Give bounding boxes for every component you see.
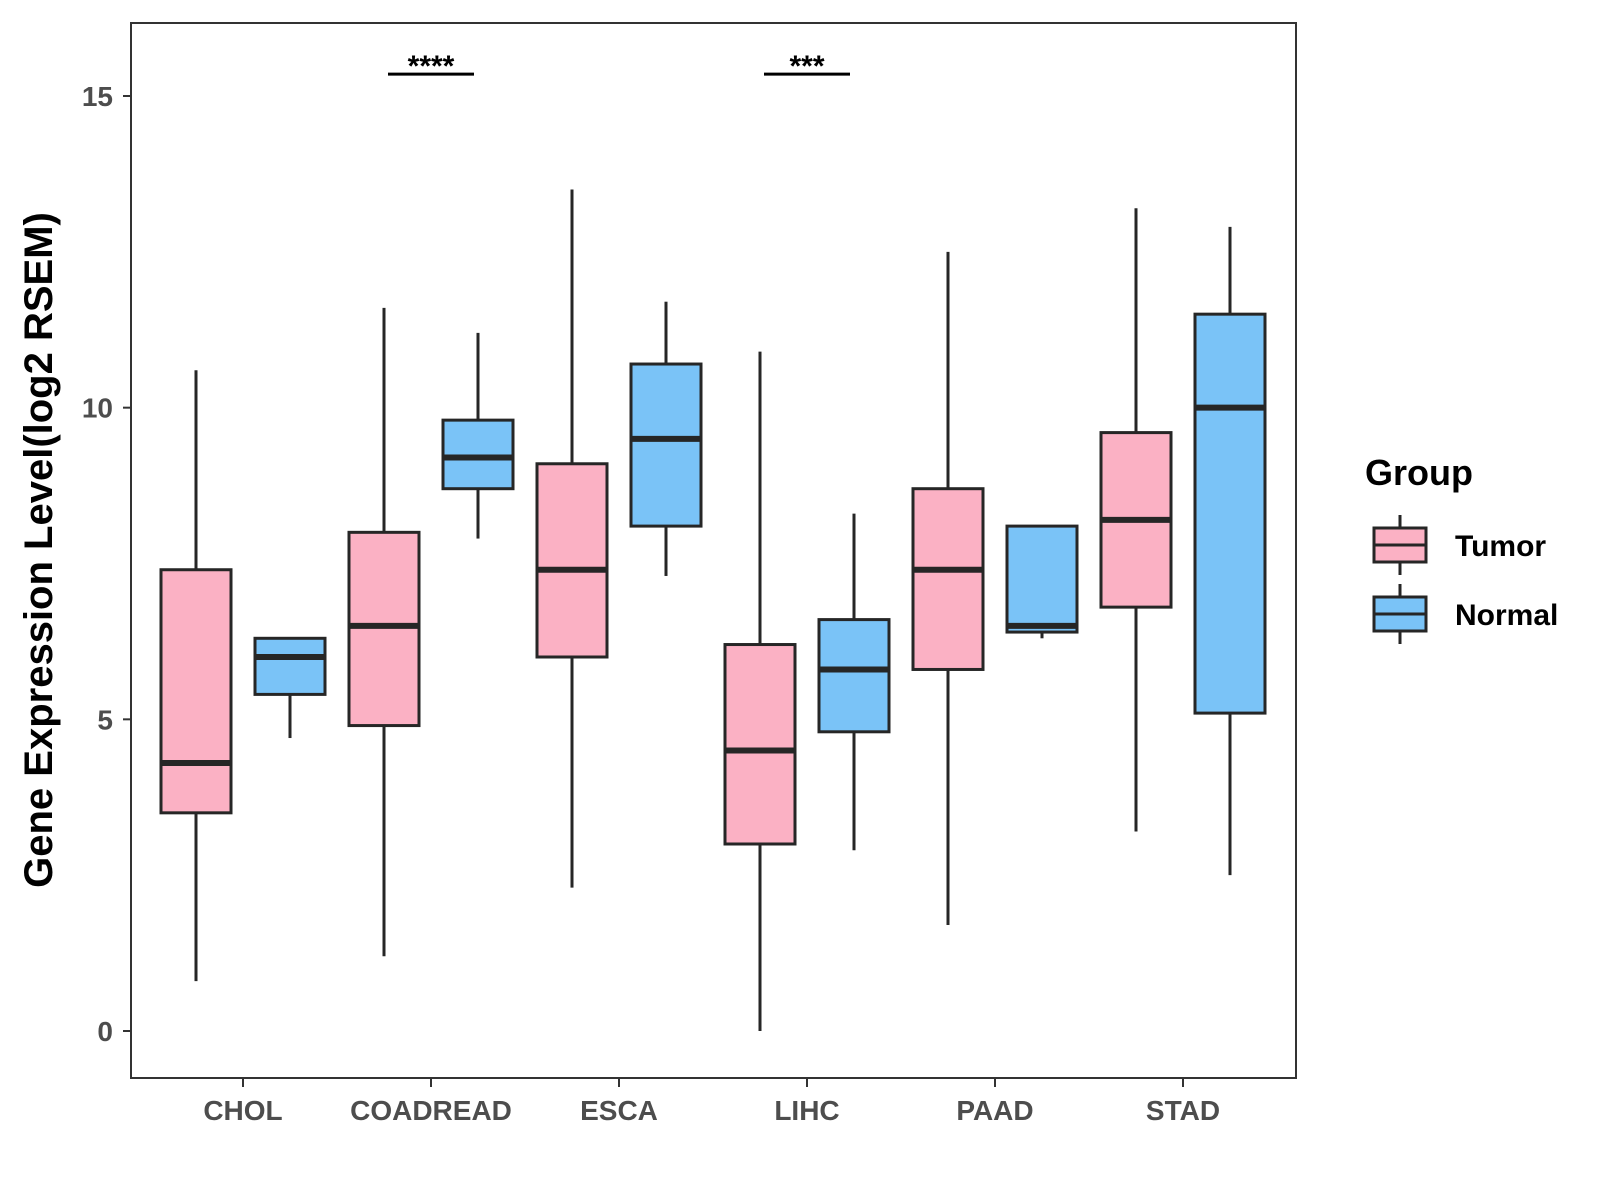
legend: Group Tumor Normal [1365,452,1558,644]
boxes-layer [159,189,1267,1031]
iqr-box-tumor-coadread [347,530,421,728]
iqr-box-normal-stad [1193,312,1267,715]
y-tick-label-0: 0 [97,1016,113,1047]
legend-title: Group [1365,452,1473,493]
x-tick-label-stad: STAD [1146,1095,1220,1126]
x-tick-label-lihc: LIHC [774,1095,839,1126]
legend-label-tumor: Tumor [1455,530,1546,563]
iqr-box-normal-lihc [817,618,891,734]
box-normal-coadread [441,332,515,539]
box-tumor-coadread [347,307,421,957]
box-tumor-lihc [723,351,797,1031]
iqr-box-normal-paad [1005,524,1079,634]
panel-border [130,22,1297,1079]
significance-label-lihc: *** [789,50,824,83]
iqr-box-normal-coadread [441,418,515,491]
iqr-box-tumor-lihc [723,643,797,846]
iqr-box-tumor-esca [535,462,609,659]
iqr-box-tumor-chol [159,568,233,815]
x-tick-label-paad: PAAD [956,1095,1033,1126]
legend-label-normal: Normal [1455,599,1558,632]
significance-label-coadread: **** [408,50,455,83]
iqr-box-normal-chol [253,636,327,696]
significance-annotations: **** *** [388,50,850,83]
box-tumor-stad [1099,208,1173,832]
box-normal-chol [253,636,327,739]
box-normal-paad [1005,524,1079,639]
y-axis-title: Gene Expression Level(log2 RSEM) [17,212,61,888]
y-axis: 0 5 10 15 [82,81,131,1047]
x-axis: CHOL COADREAD ESCA LIHC PAAD STAD [203,1078,1220,1126]
box-normal-lihc [817,513,891,851]
y-tick-label-10: 10 [82,393,113,424]
box-normal-esca [629,301,703,576]
box-tumor-chol [159,370,233,982]
iqr-box-normal-esca [629,362,703,528]
x-tick-label-esca: ESCA [580,1095,658,1126]
x-tick-label-chol: CHOL [203,1095,282,1126]
y-tick-label-5: 5 [97,704,113,735]
iqr-box-tumor-paad [911,487,985,671]
legend-item-tumor: Tumor [1372,515,1546,575]
x-tick-label-coadread: COADREAD [350,1095,512,1126]
box-normal-stad [1193,226,1267,876]
box-tumor-esca [535,189,609,888]
legend-item-normal: Normal [1372,584,1558,644]
y-tick-label-15: 15 [82,81,113,112]
box-tumor-paad [911,251,985,926]
